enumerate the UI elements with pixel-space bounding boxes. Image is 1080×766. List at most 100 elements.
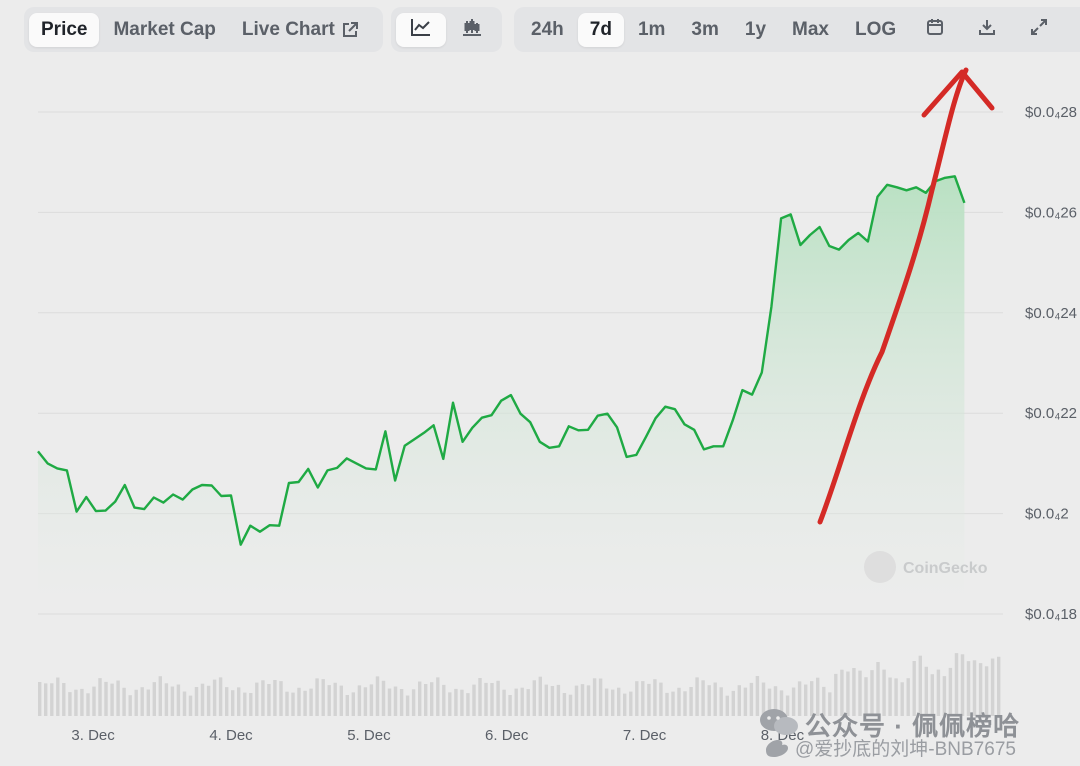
fullscreen-icon <box>1029 17 1049 43</box>
metric-tabs: Price Market Cap Live Chart <box>24 7 383 52</box>
calendar-button[interactable] <box>910 13 960 47</box>
volume-bar <box>695 677 699 716</box>
tab-price[interactable]: Price <box>29 12 100 47</box>
volume-bar <box>140 687 144 716</box>
volume-bar <box>623 693 627 716</box>
volume-bar <box>484 682 488 716</box>
volume-bar <box>393 686 398 716</box>
tab-market-cap[interactable]: Market Cap <box>113 18 216 40</box>
volume-bar <box>152 682 156 716</box>
volume-bar <box>876 662 880 716</box>
volume-bar <box>448 692 452 716</box>
download-button[interactable] <box>962 13 1012 47</box>
volume-bar <box>122 687 126 716</box>
volume-bar <box>894 678 898 716</box>
volume-bar <box>810 681 814 716</box>
volume-bar <box>737 685 741 716</box>
volume-bar <box>779 690 784 716</box>
volume-bar <box>538 676 542 716</box>
price-line[interactable] <box>37 175 966 546</box>
y-tick-label: $0.0₄26 <box>1025 204 1077 221</box>
range-7d-button[interactable]: 7d <box>577 12 624 47</box>
volume-bar <box>116 680 120 716</box>
volume-bar <box>665 692 669 716</box>
volume-bar <box>466 693 470 716</box>
line-chart-button[interactable] <box>396 12 446 47</box>
volume-bar <box>906 678 910 716</box>
volume-bar <box>882 669 886 716</box>
volume-bar <box>146 689 150 716</box>
volume-bar <box>574 685 579 716</box>
volume-bar <box>134 689 138 716</box>
range-1y-button[interactable]: 1y <box>744 18 767 40</box>
watermark-text: CoinGecko <box>903 560 988 577</box>
volume-bar <box>502 689 506 716</box>
coingecko-logo-icon <box>864 551 896 583</box>
volume-bar <box>86 693 90 716</box>
volume-bar <box>822 686 826 716</box>
range-toolbar: 24h 7d 1m 3m 1y Max LOG <box>514 7 1080 52</box>
volume-bar <box>864 677 868 716</box>
y-axis-labels: $0.0₄28 $0.0₄26 $0.0₄24 $0.0₄22 $0.0₄2 $0.0₄1… <box>1025 104 1077 623</box>
volume-bar <box>454 688 458 716</box>
volume-bar <box>194 687 199 716</box>
y-tick-label: $0.0₄2 <box>1025 506 1069 523</box>
volume-bar <box>188 695 193 716</box>
x-tick-label: 4. Dec <box>209 727 253 744</box>
volume-bar <box>249 693 253 716</box>
volume-bar <box>797 681 802 716</box>
volume-bar <box>918 655 922 716</box>
volume-bar <box>888 677 892 716</box>
volume-bar <box>164 683 169 716</box>
volume-bar <box>399 689 404 716</box>
volume-bar <box>514 688 518 716</box>
volume-bar <box>544 684 548 716</box>
external-link-icon <box>341 21 359 39</box>
volume-bar <box>104 681 108 716</box>
fullscreen-button[interactable] <box>1014 13 1064 47</box>
volume-bar <box>381 680 386 716</box>
volume-bar <box>629 691 633 716</box>
volume-bar <box>285 691 289 716</box>
volume-bar <box>418 681 422 716</box>
volume-bar <box>375 676 380 716</box>
x-axis-labels: 3. Dec 4. Dec 5. Dec 6. Dec 7. Dec 8. Dec <box>71 727 804 744</box>
volume-bar <box>816 677 820 716</box>
volume-bar <box>351 692 355 716</box>
volume-bar <box>707 685 711 716</box>
volume-bar <box>671 691 675 716</box>
tab-live-chart[interactable]: Live Chart <box>230 13 371 47</box>
range-1m-button[interactable]: 1m <box>637 18 666 40</box>
volume-bar <box>954 653 959 716</box>
volume-bar <box>405 695 410 716</box>
range-3m-button[interactable]: 3m <box>691 18 719 40</box>
range-24h-button[interactable]: 24h <box>531 18 564 40</box>
volume-bar <box>580 684 585 716</box>
volume-bar <box>936 669 941 716</box>
volume-bar <box>677 687 681 716</box>
volume-bar <box>50 683 54 716</box>
volume-bar <box>948 667 953 716</box>
volume-bar <box>411 689 416 716</box>
range-max-button[interactable]: Max <box>792 18 829 40</box>
log-scale-button[interactable]: LOG <box>854 18 897 40</box>
volume-bar <box>659 682 663 716</box>
volume-bar <box>556 684 561 716</box>
volume-bar <box>773 686 778 716</box>
volume-bar <box>218 677 223 716</box>
volume-bar <box>749 682 754 716</box>
volume-bar <box>56 677 60 716</box>
volume-bar <box>321 679 325 716</box>
volume-bar <box>267 684 271 716</box>
volume-bar <box>930 674 934 716</box>
x-tick-label: 6. Dec <box>485 727 529 744</box>
annotation-arrow <box>817 67 995 525</box>
author-handle-overlay: @爱抄底的刘坤-BNB7675 <box>795 739 1016 760</box>
volume-bar <box>68 692 72 716</box>
volume-bar <box>725 695 729 716</box>
volume-bar <box>436 677 440 716</box>
volume-bar <box>472 684 476 716</box>
volume-bar <box>972 660 977 716</box>
candlestick-chart-button[interactable] <box>448 13 498 47</box>
